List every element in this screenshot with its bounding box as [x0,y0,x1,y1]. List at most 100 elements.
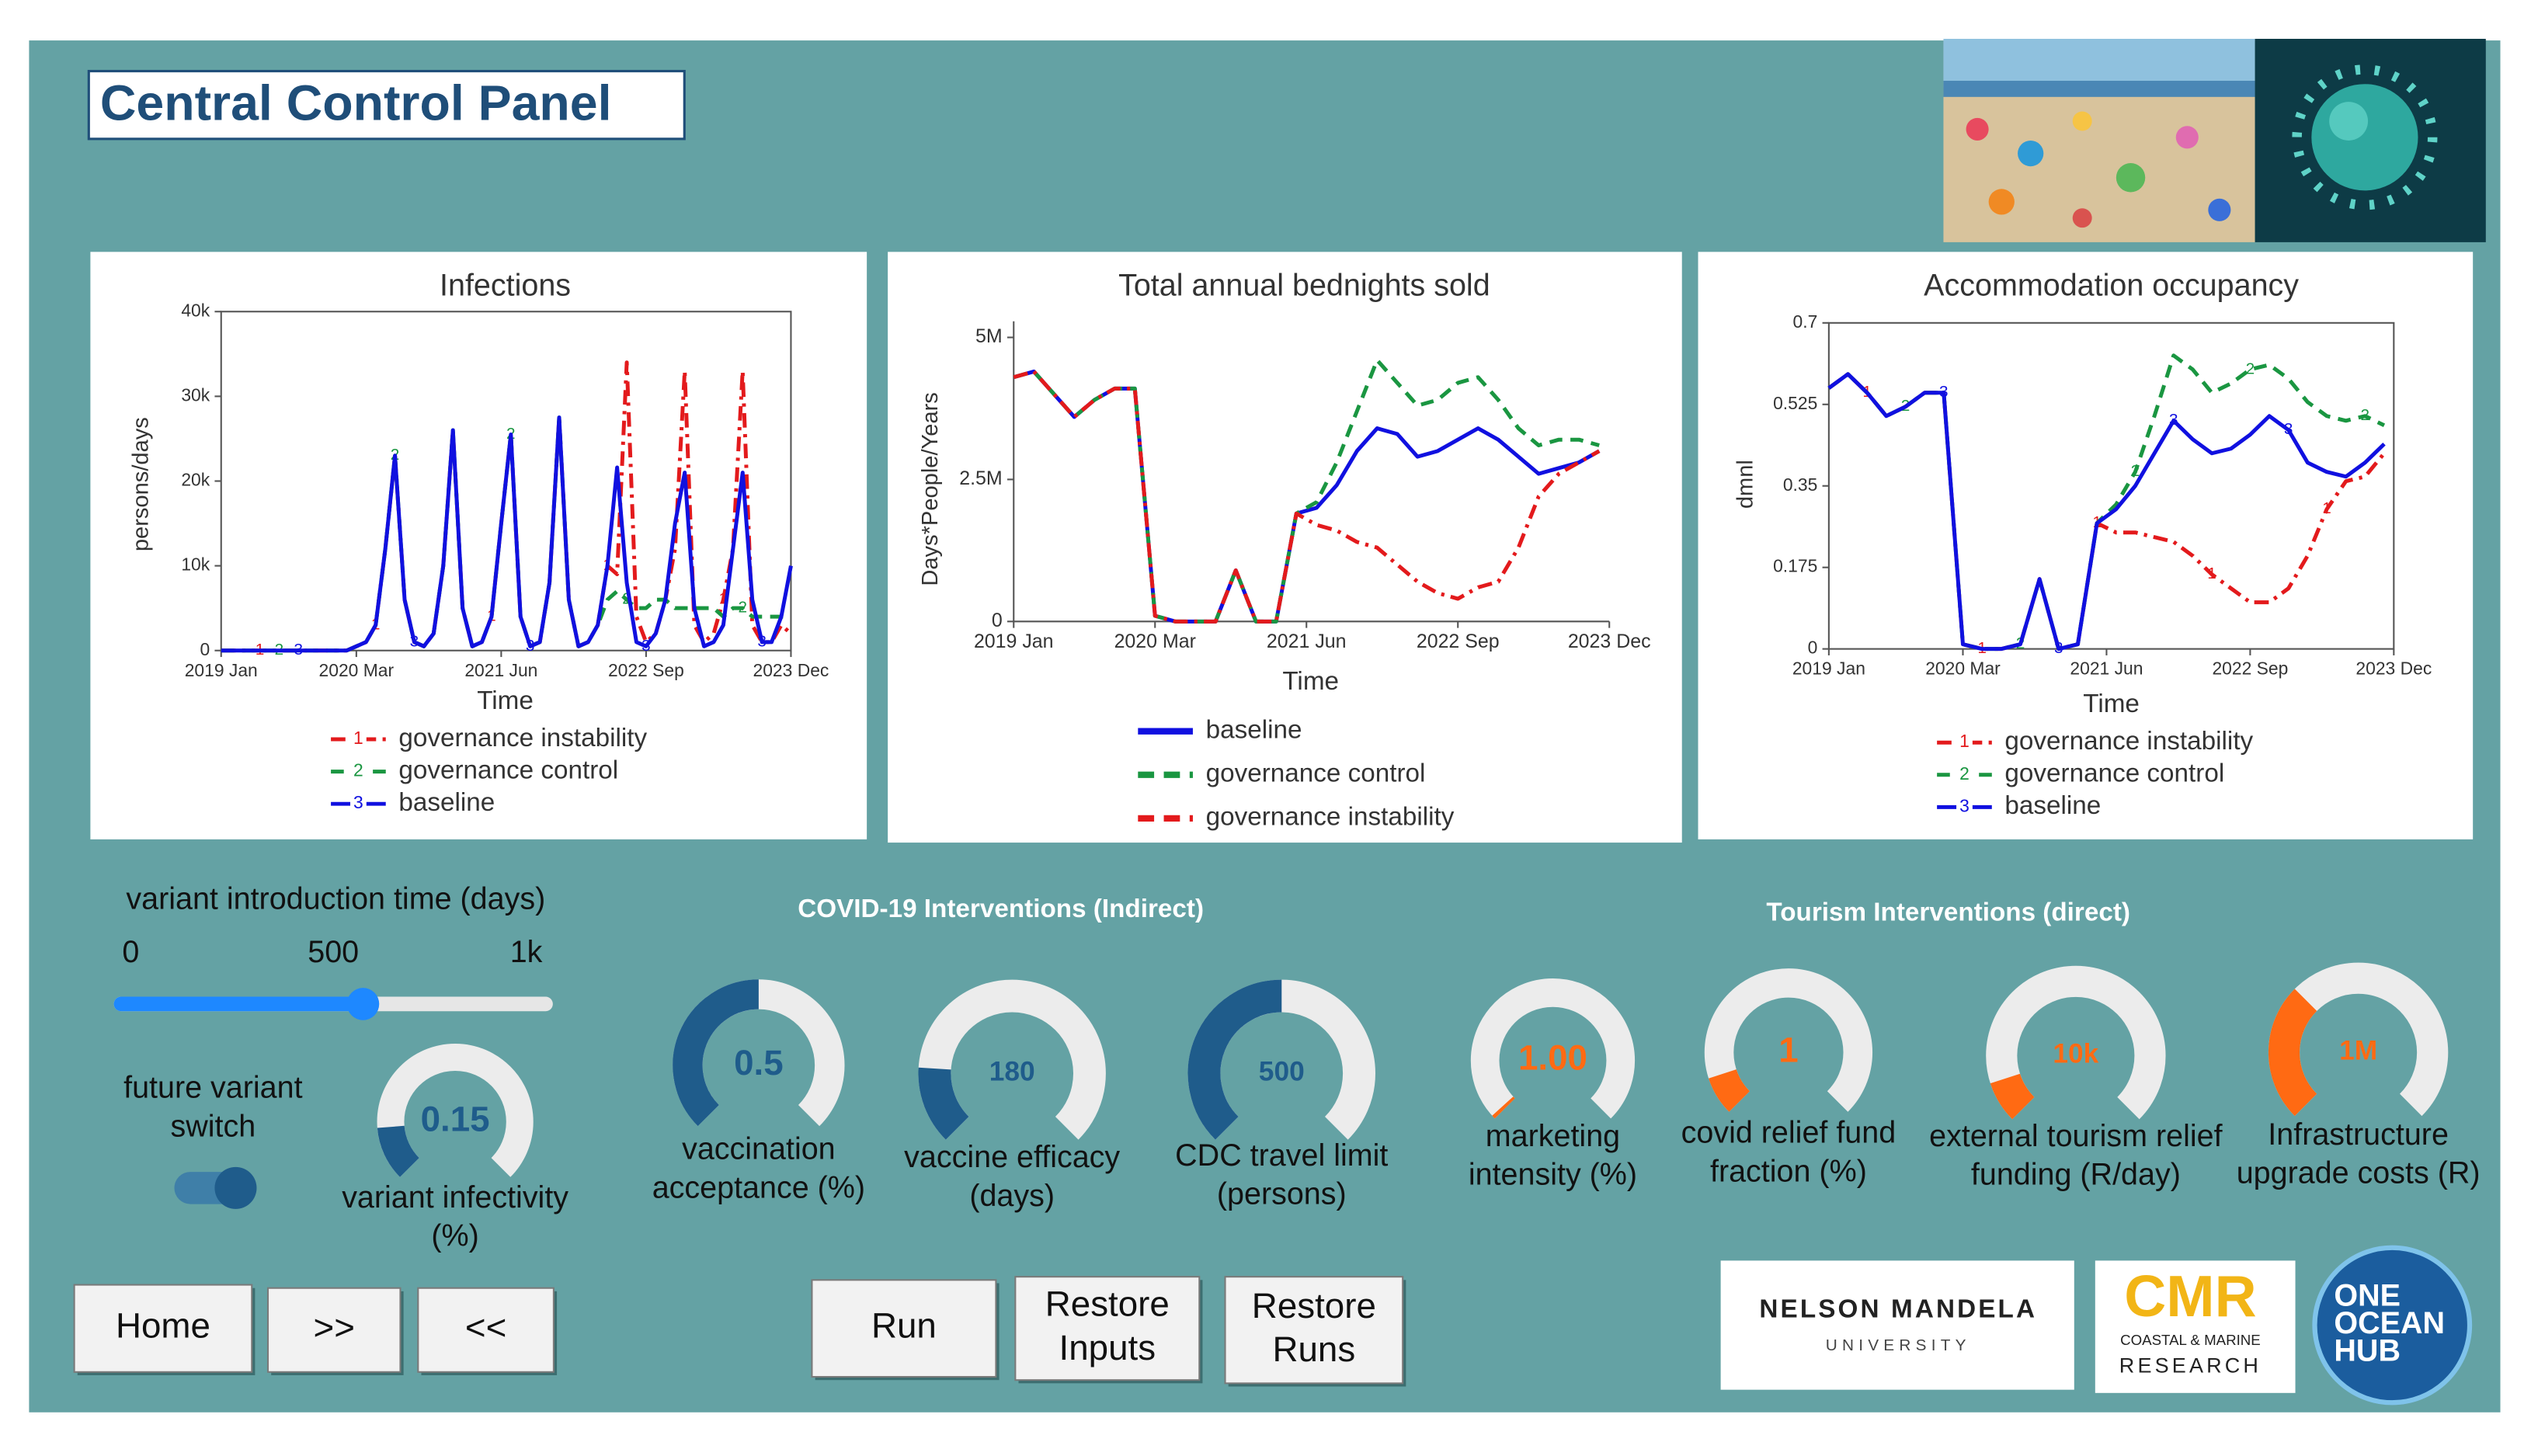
x-tick-label: 2021 Jun [1267,631,1347,652]
x-tick-label: 2020 Mar [1925,659,2001,679]
series-marker: 2 [622,590,631,608]
button-label[interactable]: Restore [1045,1284,1170,1324]
series-marker: 2 [2246,360,2255,377]
nmu-name: NELSON MANDELA [1759,1295,2037,1324]
switch-knob[interactable] [214,1166,257,1209]
series-line [1827,372,2386,652]
gauge-fill[interactable] [1187,979,1282,1140]
beach-sky [1943,39,2255,88]
legend-marker: 2 [353,760,363,780]
button-label[interactable]: Runs [1272,1329,1355,1369]
chart-title: Infections [440,269,571,303]
x-tick-label: 2019 Jan [185,660,258,680]
nmu-sub: UNIVERSITY [1826,1336,1971,1354]
x-tick-label: 2023 Dec [1568,631,1651,652]
section-header: COVID-19 Interventions (Indirect) [798,895,1204,923]
ooh-ring [2312,1245,2473,1406]
button-label[interactable]: << [465,1308,506,1347]
x-tick-label: 2021 Jun [464,660,537,680]
gauge-fill[interactable] [2268,989,2317,1117]
series-marker: 2 [2131,462,2140,480]
legend-label: governance control [398,756,618,784]
cmr-name: CMR [2124,1263,2256,1329]
y-tick-label: 10k [181,554,210,575]
umbrella [2018,140,2044,167]
x-axis-label: Time [2083,690,2140,718]
gauge-label: marketing [1486,1119,1620,1153]
legend-label: baseline [398,788,495,817]
gauge-fill[interactable] [1709,1069,1750,1112]
chart-title: Total annual bednights sold [1118,269,1490,303]
gauge-label: (%) [431,1219,478,1253]
gauge-fill[interactable] [918,1067,969,1140]
series-marker: 3 [2169,411,2178,429]
button-label[interactable]: Run [871,1306,937,1346]
y-tick-label: 40k [181,300,210,320]
gauge-fill[interactable] [1990,1073,2035,1120]
y-axis-label: dmnl [1733,460,1758,509]
series-marker: 3 [410,632,419,650]
switch-label: future variant [123,1071,302,1105]
gauge-fill[interactable] [377,1125,420,1177]
gauge-track [1470,978,1636,1119]
gauge-fill[interactable] [673,979,760,1127]
x-tick-label: 2022 Sep [2212,659,2288,679]
y-tick-label: 30k [181,384,210,405]
legend-marker-bg [350,794,367,814]
gauge-value: 500 [1259,1057,1305,1087]
ooh-text: HUB [2334,1333,2401,1367]
section-header: Tourism Interventions (direct) [1766,898,2130,926]
series-line [1013,369,1601,624]
button[interactable] [1014,1276,1201,1381]
legend-marker-bg [350,729,367,749]
series-line [1827,353,2386,652]
button-label[interactable]: Restore [1252,1286,1376,1326]
legend-marker-bg [350,762,367,782]
panel-title: Central Control Panel [100,75,612,130]
gauge-value: 10k [2053,1039,2098,1069]
chart-panel [888,252,1682,843]
legend-marker: 1 [1959,731,1970,751]
gauge-track [1986,965,2166,1120]
gauge-label: fraction (%) [1710,1155,1867,1189]
x-tick-label: 2019 Jan [1792,659,1865,679]
cmr-logo [2095,1260,2296,1393]
gauge-fill[interactable] [1492,1096,1515,1119]
gauge-value: 1M [2339,1036,2377,1066]
series-marker: 3 [2054,639,2063,657]
y-tick-label: 20k [181,470,210,490]
button-label[interactable]: >> [314,1308,355,1347]
button[interactable] [266,1287,402,1373]
x-tick-label: 2020 Mar [1114,631,1196,652]
y-axis-label: Days*People/Years [918,392,943,586]
nmu-logo [1720,1260,2074,1390]
slider-handle[interactable] [346,988,380,1020]
gauge-label: acceptance (%) [652,1170,865,1204]
gauge-label: (persons) [1217,1177,1347,1211]
legend-marker: 3 [1959,795,1970,815]
chart-title: Accommodation occupancy [1924,269,2299,303]
legend-marker-bg [1956,797,1973,817]
umbrella [2208,198,2231,221]
button[interactable] [417,1287,555,1373]
legend-label: governance instability [2004,727,2253,756]
umbrella [2072,111,2092,131]
y-tick-label: 0 [992,610,1003,631]
virus-highlight [2329,102,2369,141]
umbrella [2072,208,2092,228]
button-label[interactable]: Inputs [1059,1328,1156,1367]
x-tick-label: 2020 Mar [319,660,395,680]
y-tick-label: 0.7 [1793,311,1818,332]
gauge-track [377,1044,534,1177]
series-marker: 3 [294,641,303,659]
button[interactable] [73,1284,253,1373]
button-label[interactable]: Home [116,1306,210,1346]
chart-panel [1698,252,2474,839]
button[interactable] [1224,1276,1404,1385]
y-tick-label: 0 [200,639,210,659]
gauge-label: vaccination [682,1131,836,1166]
x-tick-label: 2023 Dec [2355,659,2432,679]
slider-label: variant introduction time (days) [126,881,545,916]
button[interactable] [811,1279,997,1378]
